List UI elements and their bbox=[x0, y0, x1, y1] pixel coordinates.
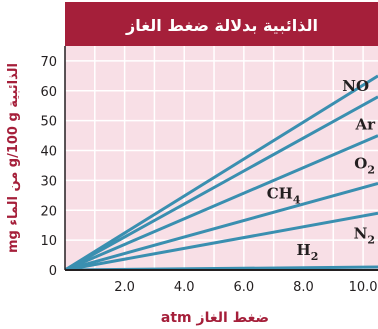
series-label-ch4: CH4 bbox=[267, 184, 301, 206]
series-label-n2: N2 bbox=[354, 225, 375, 247]
y-tick-label: 70 bbox=[40, 55, 57, 70]
series-line-o2 bbox=[65, 134, 378, 270]
x-axis-label: ضغط الغاز atm bbox=[161, 310, 269, 326]
y-axis-label: الذائبية g/100 g من الماء mg bbox=[6, 63, 21, 253]
y-tick-label: 0 bbox=[49, 264, 57, 279]
y-tick-label: 20 bbox=[40, 204, 57, 219]
series-line-n2 bbox=[65, 211, 378, 270]
x-tick-labels: 2.0 4.0 6.0 8.0 10.0 bbox=[114, 280, 377, 295]
plot-background bbox=[65, 46, 378, 270]
series-line-ar bbox=[65, 95, 378, 270]
y-tick-labels: 0 10 20 30 40 50 60 70 bbox=[40, 55, 57, 279]
series-label-ar: Ar bbox=[354, 116, 376, 134]
x-tick-label: 8.0 bbox=[293, 280, 314, 295]
y-tick-label: 10 bbox=[40, 234, 57, 249]
x-tick-label: 2.0 bbox=[114, 280, 135, 295]
series-label-h2: H2 bbox=[297, 241, 319, 263]
x-tick-label: 6.0 bbox=[234, 280, 255, 295]
y-tick-label: 30 bbox=[40, 174, 57, 189]
series-lines bbox=[65, 74, 378, 270]
series-label-o2: O2 bbox=[354, 154, 375, 176]
series-line-ch4 bbox=[65, 181, 378, 270]
series-line-no bbox=[65, 74, 378, 270]
y-tick-label: 60 bbox=[40, 85, 57, 100]
series-labels: NO Ar O2 CH4 N2 H2 bbox=[267, 77, 376, 263]
y-tick-label: 50 bbox=[40, 115, 57, 130]
title-bar bbox=[65, 2, 378, 46]
series-label-no: NO bbox=[342, 77, 369, 95]
y-tick-label: 40 bbox=[40, 145, 57, 160]
chart-title: الذائبية بدلالة ضغط الغاز bbox=[125, 16, 318, 35]
x-tick-label: 10.0 bbox=[349, 280, 378, 295]
x-tick-label: 4.0 bbox=[174, 280, 195, 295]
